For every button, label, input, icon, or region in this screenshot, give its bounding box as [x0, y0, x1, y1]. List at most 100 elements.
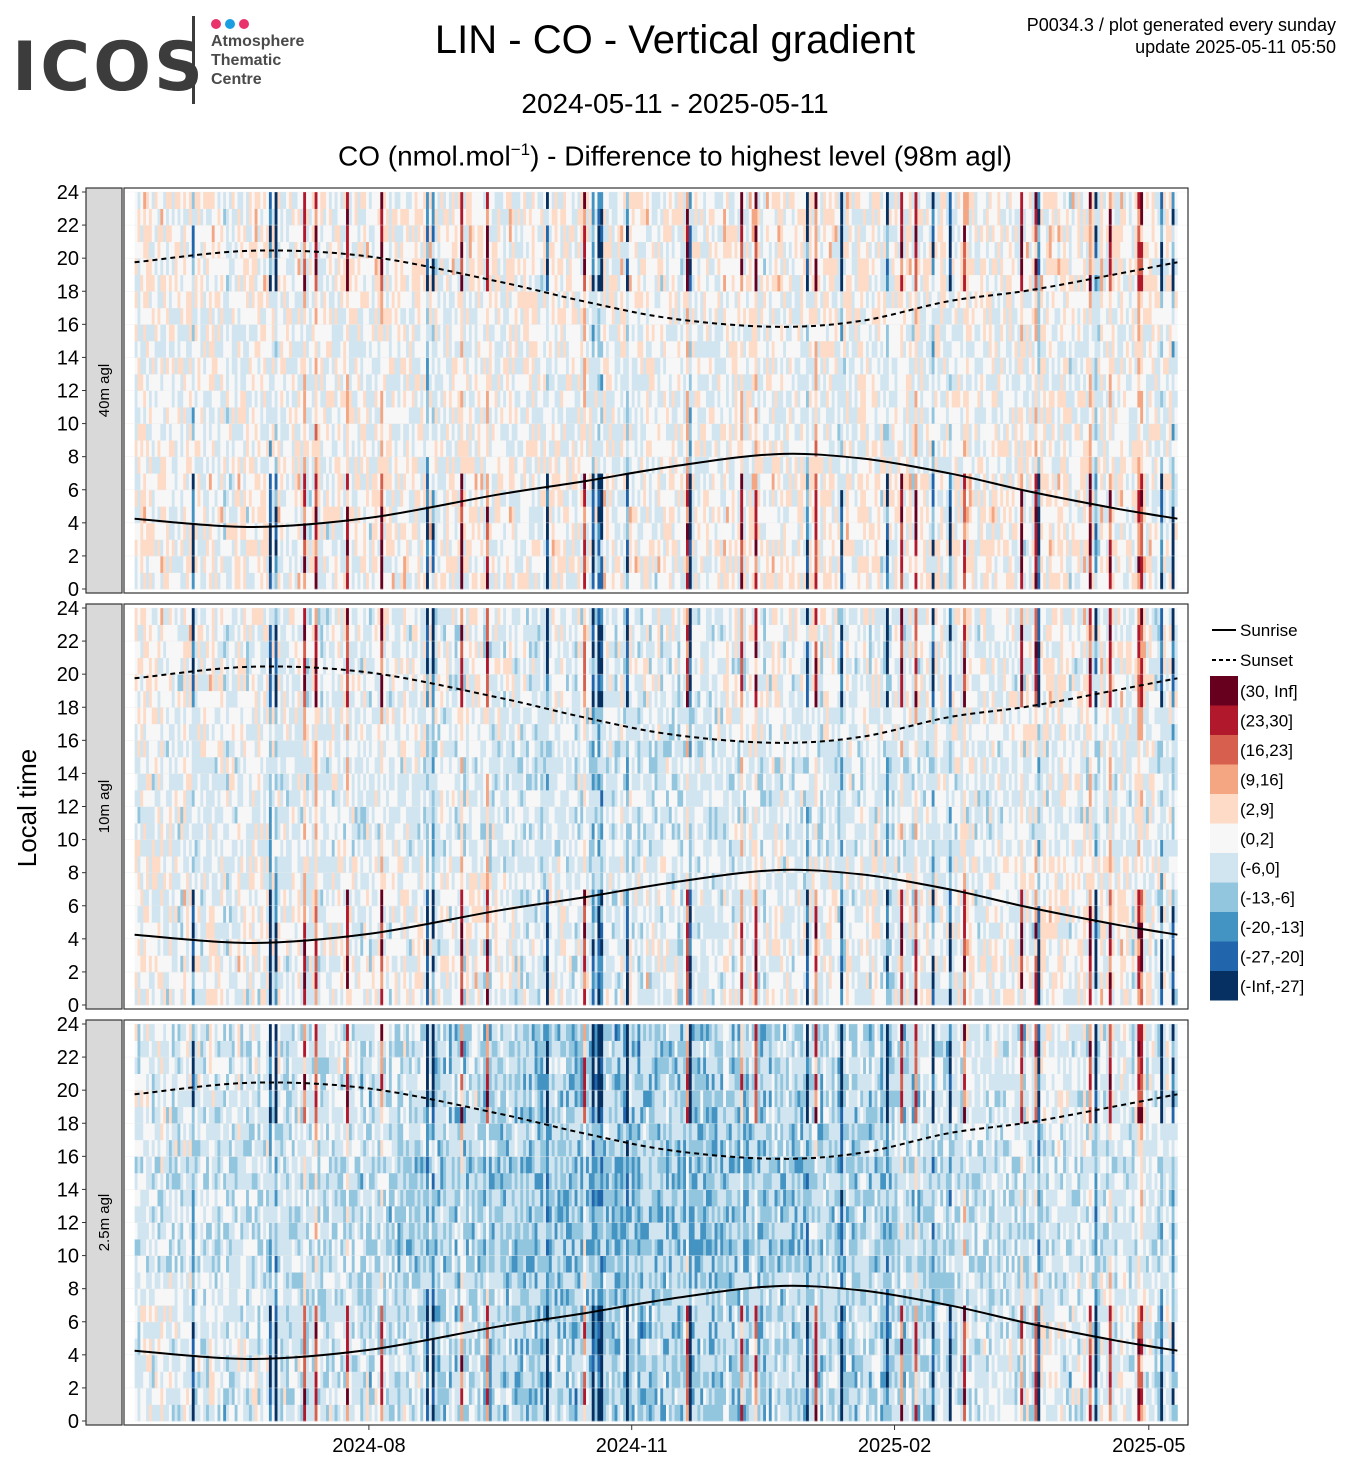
heat-cell [383, 307, 387, 325]
heat-cell [628, 258, 633, 276]
heat-cell [640, 390, 644, 408]
heat-cell [683, 423, 687, 441]
heat-cell [491, 539, 495, 557]
heat-cell [148, 440, 153, 458]
heat-cell [143, 423, 147, 441]
heat-cell [163, 522, 167, 540]
heat-cell [277, 423, 281, 441]
heat-cell [451, 208, 455, 226]
heat-cell [694, 390, 698, 408]
heat-cell [168, 555, 173, 573]
heat-cell [546, 225, 550, 243]
heat-cell [214, 423, 218, 441]
heat-cell [591, 390, 595, 408]
heat-cell [600, 373, 604, 391]
heat-cell [520, 390, 524, 408]
heat-cell [168, 489, 173, 507]
heat-cell [240, 291, 244, 309]
heat-cell [257, 258, 261, 276]
heat-cell [286, 539, 290, 557]
heat-cell [448, 489, 453, 507]
heat-cell [460, 291, 464, 309]
heat-cell [428, 539, 433, 557]
heat-cell [217, 340, 221, 358]
heat-cell [346, 241, 350, 259]
heat-cell [511, 373, 515, 391]
heat-cell [540, 241, 544, 259]
logo-dot-pink-2 [239, 19, 249, 29]
heat-cell [594, 307, 598, 325]
heat-cell [366, 291, 370, 309]
heat-cell [286, 572, 290, 590]
heat-cell [297, 489, 301, 507]
heat-cell [543, 357, 547, 375]
heat-cell [574, 241, 578, 259]
heat-cell [171, 225, 176, 243]
heat-cell [697, 373, 701, 391]
heat-cell [714, 456, 718, 474]
heat-cell [708, 241, 713, 259]
heat-cell [331, 241, 336, 259]
heat-cell [237, 555, 241, 573]
heat-cell [220, 241, 224, 259]
heat-cell [257, 357, 261, 375]
heat-cell [154, 489, 158, 507]
heat-cell [251, 407, 256, 424]
heat-cell [308, 572, 313, 590]
heat-cell [548, 208, 553, 226]
heat-cell [177, 192, 181, 209]
heat-cell [651, 522, 655, 540]
heat-cell [311, 340, 316, 358]
heat-cell [360, 572, 364, 590]
heat-cell [668, 390, 673, 408]
heat-cell [428, 473, 433, 491]
heat-cell [368, 506, 373, 524]
heat-cell [571, 307, 575, 325]
heat-cell [323, 373, 327, 391]
heat-cell [311, 555, 316, 573]
heat-cell [720, 307, 724, 325]
heat-cell [457, 522, 461, 540]
heat-cell [688, 225, 693, 243]
heat-cell [140, 258, 144, 276]
heat-cell [468, 373, 473, 391]
heat-cell [268, 473, 273, 491]
heat-cell [557, 407, 561, 424]
heat-cell [620, 241, 624, 259]
heat-cell [446, 390, 450, 408]
heat-cell [288, 192, 293, 209]
heat-cell [143, 225, 147, 243]
heat-cell [586, 423, 590, 441]
heat-cell [166, 307, 170, 325]
heat-cell [700, 225, 704, 243]
heat-cell [174, 225, 178, 243]
heat-cell [583, 340, 587, 358]
heat-cell [226, 440, 230, 458]
heat-cell [660, 456, 664, 474]
heat-cell [211, 324, 216, 342]
heat-cell [234, 225, 238, 243]
heat-cell [374, 258, 378, 276]
heat-cell [337, 473, 341, 491]
heat-cell [603, 324, 607, 342]
heat-cell [214, 522, 218, 540]
heat-cell [446, 572, 450, 590]
heat-cell [274, 241, 278, 259]
heat-cell [371, 225, 376, 243]
heat-cell [431, 522, 435, 540]
heat-cell [703, 274, 707, 292]
heat-cell [537, 307, 541, 325]
heat-cell [583, 241, 587, 259]
heat-cell [643, 539, 647, 557]
heat-cell [291, 357, 296, 375]
heat-cell [331, 258, 336, 276]
heat-cell [294, 373, 298, 391]
heat-cell [274, 340, 278, 358]
heat-cell [163, 291, 167, 309]
heat-cell [554, 473, 558, 491]
heat-cell [220, 291, 224, 309]
heat-cell [431, 324, 435, 342]
heat-cell [223, 572, 227, 590]
heat-cell [291, 423, 296, 441]
heat-cell [688, 506, 693, 524]
